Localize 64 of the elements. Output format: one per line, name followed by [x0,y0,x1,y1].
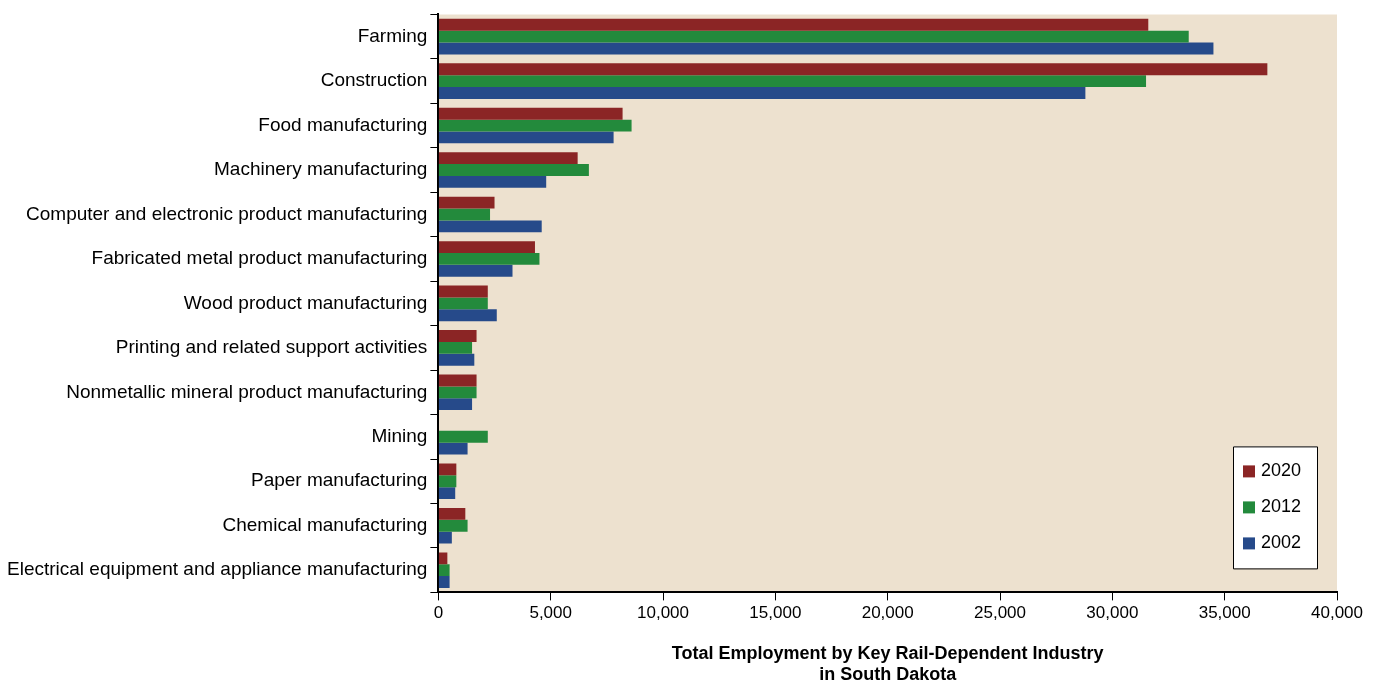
bar [438,220,542,233]
bar [438,386,477,399]
legend-label: 2012 [1261,496,1302,517]
legend-label: 2002 [1261,532,1302,553]
y-tick-label: Paper manufacturing [250,469,428,491]
bar [438,196,495,209]
y-tick-label: Mining [371,425,428,447]
bar [438,487,456,500]
bar [438,552,448,565]
x-tick-label: 10,000 [637,603,690,623]
bar [438,164,589,176]
x-tick-label: 35,000 [1198,603,1251,623]
bar [438,264,513,277]
bar [438,241,535,254]
bar [438,87,1086,99]
bar [438,175,547,188]
y-tick-label: Fabricated metal product manufacturing [91,247,428,269]
bar [438,152,578,165]
bar [438,576,450,588]
x-tick-label: 30,000 [1086,603,1139,623]
bar [438,309,497,322]
bar [438,330,477,342]
bar [438,63,1268,76]
bar [438,285,488,298]
y-tick-label: Machinery manufacturing [214,158,428,180]
x-tick-label: 40,000 [1311,603,1363,623]
x-tick-label: 25,000 [974,603,1027,623]
x-tick-label: 20,000 [861,603,914,623]
x-axis-title: Total Employment by Key Rail-Dependent Industry in South Dakota [671,642,1104,685]
bar [438,442,468,455]
bar [438,430,488,443]
bar [438,107,623,120]
y-tick-label: Printing and related support activities [115,336,428,358]
bar [438,507,466,520]
bar [438,475,457,488]
y-tick-label: Food manufacturing [258,113,428,135]
x-tick-label: 0 [433,603,444,623]
y-tick-label: Wood product manufacturing [183,291,428,313]
bar [438,531,452,544]
bar [438,119,632,132]
bar [438,253,540,265]
y-tick-label: Chemical manufacturing [222,513,428,535]
y-tick-label: Electrical equipment and appliance manufacturing [6,558,428,580]
y-tick-label: Construction [320,69,428,91]
bar [438,398,473,411]
y-tick-label: Nonmetallic mineral product manufacturing [66,380,428,402]
bar [438,374,477,387]
bar [438,341,473,354]
x-tick-label: 15,000 [749,603,802,623]
bar [438,564,450,577]
bar [438,75,1147,88]
bar [438,463,457,476]
bar [438,42,1214,55]
bar [438,519,468,532]
y-tick-label: Computer and electronic product manufacturing [26,202,428,224]
x-tick-label: 5,000 [529,603,572,623]
bar [438,131,614,144]
bar [438,297,488,310]
bar [438,208,491,221]
y-tick-label: Farming [357,24,428,46]
bar [438,30,1189,43]
legend-label: 2020 [1261,460,1302,481]
bar [438,353,475,366]
bar [438,18,1149,31]
